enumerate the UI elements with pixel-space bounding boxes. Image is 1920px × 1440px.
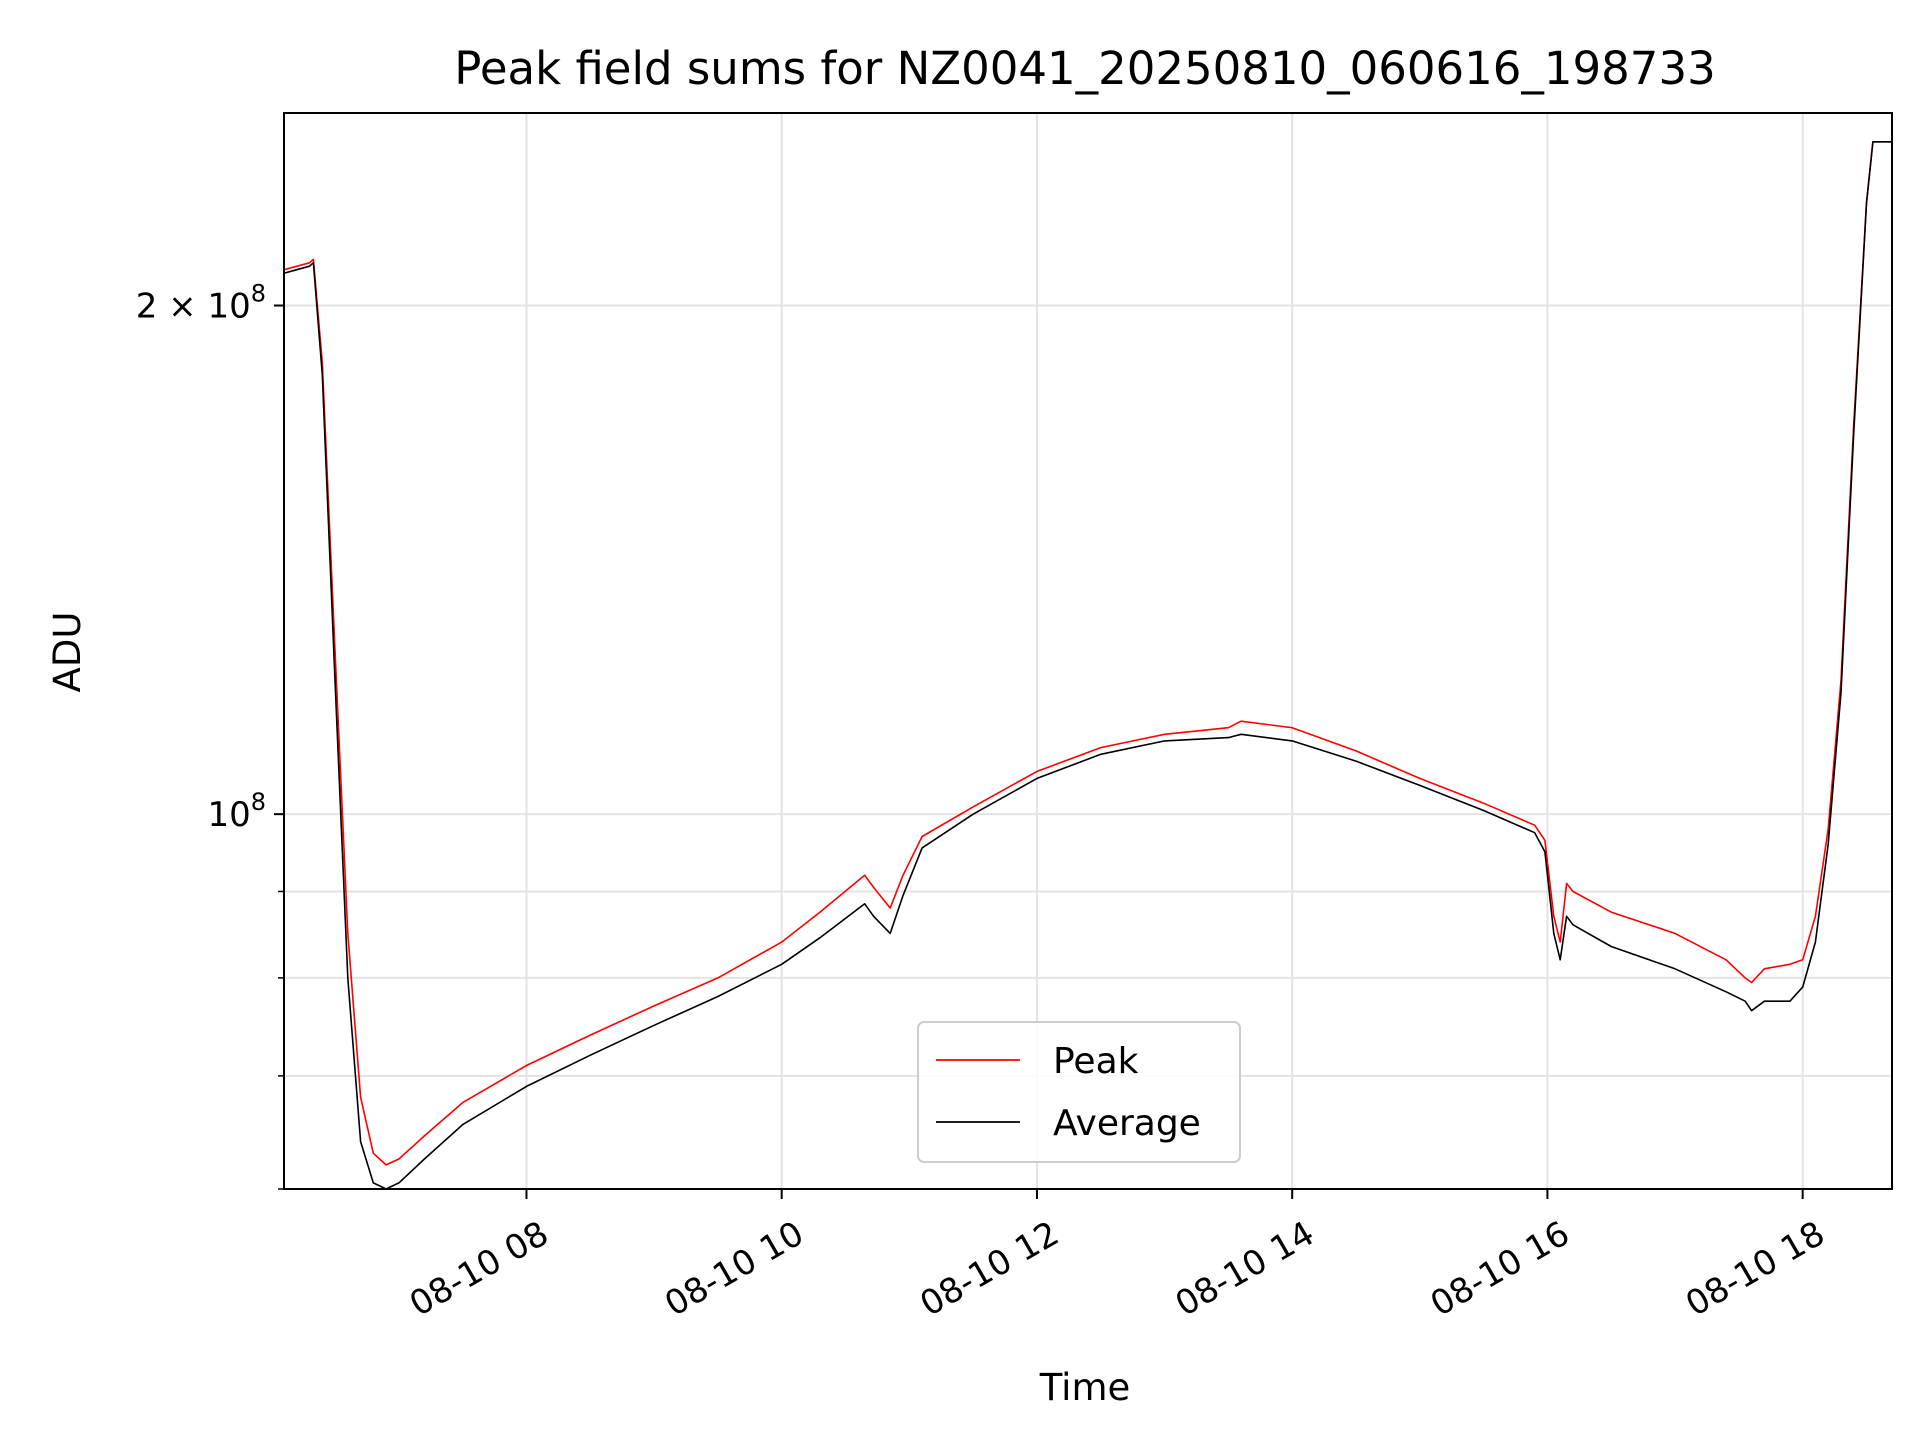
- y-tick-times: ×: [157, 287, 207, 327]
- y-tick-label: 2 × 108: [136, 280, 266, 327]
- chart-title: Peak field sums for NZ0041_20250810_0606…: [454, 42, 1715, 95]
- legend-label-average: Average: [1053, 1103, 1201, 1144]
- series-line-average: [284, 141, 1892, 1189]
- y-tick-base: 10: [207, 795, 250, 835]
- y-tick-exponent: 8: [251, 788, 266, 816]
- legend-box: [917, 1021, 1241, 1163]
- y-tick-exponent: 8: [251, 280, 266, 308]
- legend: Peak Average: [917, 1021, 1241, 1163]
- plot-frame: [283, 112, 1893, 1190]
- y-axis-label: ADU: [46, 612, 89, 693]
- x-axis-label: Time: [1039, 1366, 1131, 1409]
- y-tick-base: 10: [207, 287, 250, 327]
- legend-label-peak: Peak: [1053, 1041, 1139, 1082]
- y-tick-mantissa: 2: [136, 287, 158, 327]
- series-lines: [284, 141, 1892, 1189]
- series-line-peak: [284, 141, 1892, 1166]
- y-tick-label: 108: [207, 788, 266, 835]
